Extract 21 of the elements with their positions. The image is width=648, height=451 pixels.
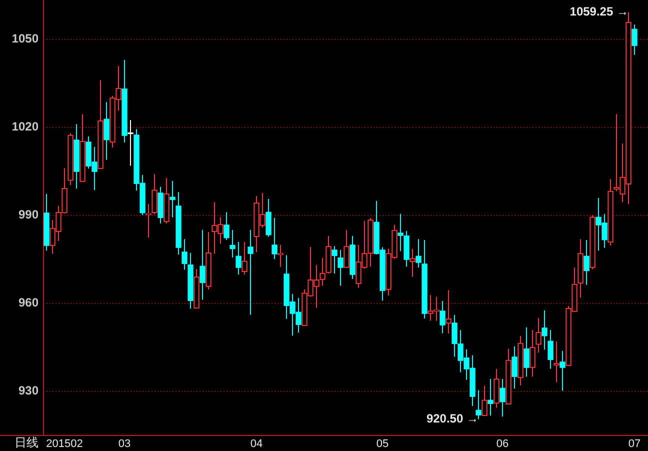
candlestick [398,214,404,252]
x-tick-label: 201502 [46,438,83,450]
annotation: 920.50 → [426,411,478,426]
y-tick-label: 960 [18,296,39,310]
candlestick [554,341,560,382]
x-tick-label: 05 [376,438,389,450]
candlestick [170,180,176,218]
y-tick-label: 930 [18,384,39,398]
candlestick [248,230,254,315]
y-tick-label: 990 [18,208,39,222]
candlestick [146,204,152,238]
candlestick [128,120,134,166]
y-tick-label: 1050 [12,32,39,46]
candlestick [278,244,284,267]
x-tick-label: 07 [628,438,641,450]
x-tick-label: 03 [118,438,131,450]
annotation: 1059.25 → [570,4,628,18]
y-tick-label: 1020 [12,120,39,134]
x-tick-label: 06 [496,438,509,450]
x-tick-label: 04 [250,438,263,450]
x-axis-title: 日线 [14,436,38,450]
